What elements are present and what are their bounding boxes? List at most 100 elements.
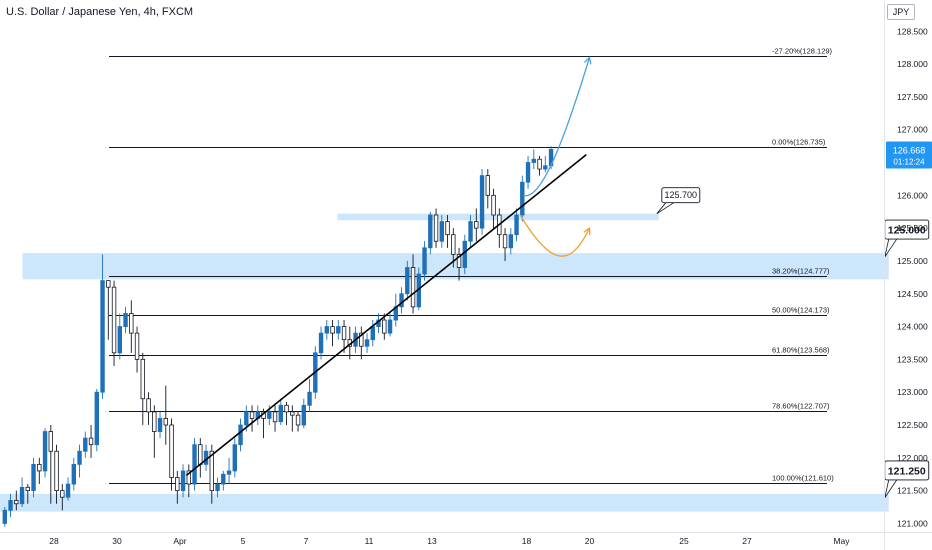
candle-body [157, 418, 163, 432]
candle-body [508, 234, 513, 249]
candle-body [364, 339, 370, 347]
fib-level-label: 61.80%(123.568) [772, 346, 830, 355]
support-resistance-zone [0, 493, 889, 512]
candle-body [451, 234, 456, 255]
drawings-layer [185, 56, 592, 477]
candle-body [25, 486, 30, 492]
y-tick-label: 122.000 [897, 453, 928, 463]
last-price-box [886, 141, 932, 169]
y-tick-label: 121.500 [897, 486, 928, 496]
candle-body [479, 175, 485, 229]
candle-body [8, 500, 13, 511]
candle-body [330, 326, 335, 334]
y-tick-label: 123.500 [897, 354, 928, 364]
callout-pointer [656, 202, 675, 215]
candle-body [543, 165, 548, 170]
countdown-timer: 01:12:24 [893, 157, 925, 166]
candle-body [474, 221, 479, 229]
candle-body [387, 319, 393, 334]
x-tick-label: 13 [427, 536, 437, 546]
zone-price-label: 125.700 [665, 190, 698, 200]
fib-level-label: -27.20%(128.129) [772, 47, 833, 56]
y-tick-label: 122.500 [897, 420, 928, 430]
x-tick-label: 25 [679, 536, 689, 546]
x-tick-label: 5 [241, 536, 246, 546]
candle-body [324, 326, 329, 334]
candle-body [209, 450, 214, 492]
y-tick-label: 124.000 [897, 322, 928, 332]
candle-body [31, 463, 36, 492]
candle-body [146, 398, 151, 413]
x-tick-label: 20 [585, 536, 595, 546]
x-tick-label: 30 [112, 536, 122, 546]
candle-body [370, 326, 375, 341]
last-price-value: 126.668 [893, 145, 926, 155]
candle-body [71, 463, 76, 485]
candle-body [215, 483, 220, 492]
candle-body [422, 247, 427, 275]
candle-body [175, 477, 180, 492]
candle-body [405, 267, 410, 295]
candle-body [284, 404, 289, 413]
candle-body [272, 411, 278, 423]
candle-body [163, 418, 168, 426]
candle-body [399, 293, 404, 308]
zone-labels-layer: 125.000 125.700 121.250 [656, 187, 930, 499]
candle-body [77, 450, 82, 465]
y-tick-label: 128.000 [897, 59, 928, 69]
time-axis[interactable]: 28 30 Apr 5 7 11 13 18 20 25 27 May [49, 536, 850, 546]
candle-body [318, 332, 324, 354]
y-tick-label: 125.500 [897, 223, 928, 233]
candle-body [60, 490, 65, 498]
y-tick-label: 123.000 [897, 387, 928, 397]
fibonacci-layer: -27.20%(128.129) 0.00%(126.735) 38.20%(124… [109, 47, 834, 484]
candle-body [180, 470, 186, 492]
candle-body [445, 221, 450, 236]
candle-body [301, 404, 306, 426]
candle-body [456, 253, 462, 268]
candle-body [37, 463, 42, 472]
candle-body [54, 450, 59, 492]
candle-body [42, 431, 48, 472]
candle-body [94, 391, 99, 446]
projection-arrowhead [584, 56, 592, 65]
trendline [185, 154, 587, 477]
candle-body [232, 444, 237, 472]
projection-arrow [519, 214, 591, 257]
candle-body [359, 332, 364, 347]
candle-body [491, 194, 496, 216]
x-tick-label: 18 [522, 536, 532, 546]
candle-body [226, 470, 232, 475]
candle-body [410, 267, 416, 308]
candle-body [134, 332, 140, 360]
candle-body [65, 483, 71, 498]
candle-body [100, 280, 105, 393]
x-tick-label: Apr [173, 536, 186, 546]
candle-body [249, 411, 255, 419]
fib-level-label: 38.20%(124.777) [772, 267, 830, 276]
zone-price-label: 125.000 [888, 225, 926, 237]
candle-body [336, 326, 341, 334]
candle-body [295, 414, 301, 426]
candle-body [514, 214, 519, 236]
candle-body [267, 411, 272, 419]
candle-body [537, 158, 542, 170]
candle-body [169, 424, 174, 478]
candle-body [192, 444, 197, 485]
currency-button[interactable]: JPY [887, 4, 915, 20]
candle-body [307, 391, 312, 406]
candle-body [14, 500, 19, 505]
y-tick-label: 128.500 [897, 26, 928, 36]
y-tick-label: 121.000 [897, 518, 928, 528]
fib-level-label: 100.00%(121.610) [772, 474, 834, 483]
fib-level-label: 50.00%(124.173) [772, 306, 830, 315]
callout-box [661, 187, 701, 204]
candle-body [525, 162, 531, 183]
candle-body [106, 280, 111, 288]
fib-level-label: 0.00%(126.735) [772, 138, 826, 147]
symbol-title: U.S. Dollar / Japanese Yen, 4h, FXCM [6, 6, 194, 18]
candle-body [433, 214, 439, 242]
candle-body [382, 319, 387, 334]
candle-body [468, 221, 473, 242]
